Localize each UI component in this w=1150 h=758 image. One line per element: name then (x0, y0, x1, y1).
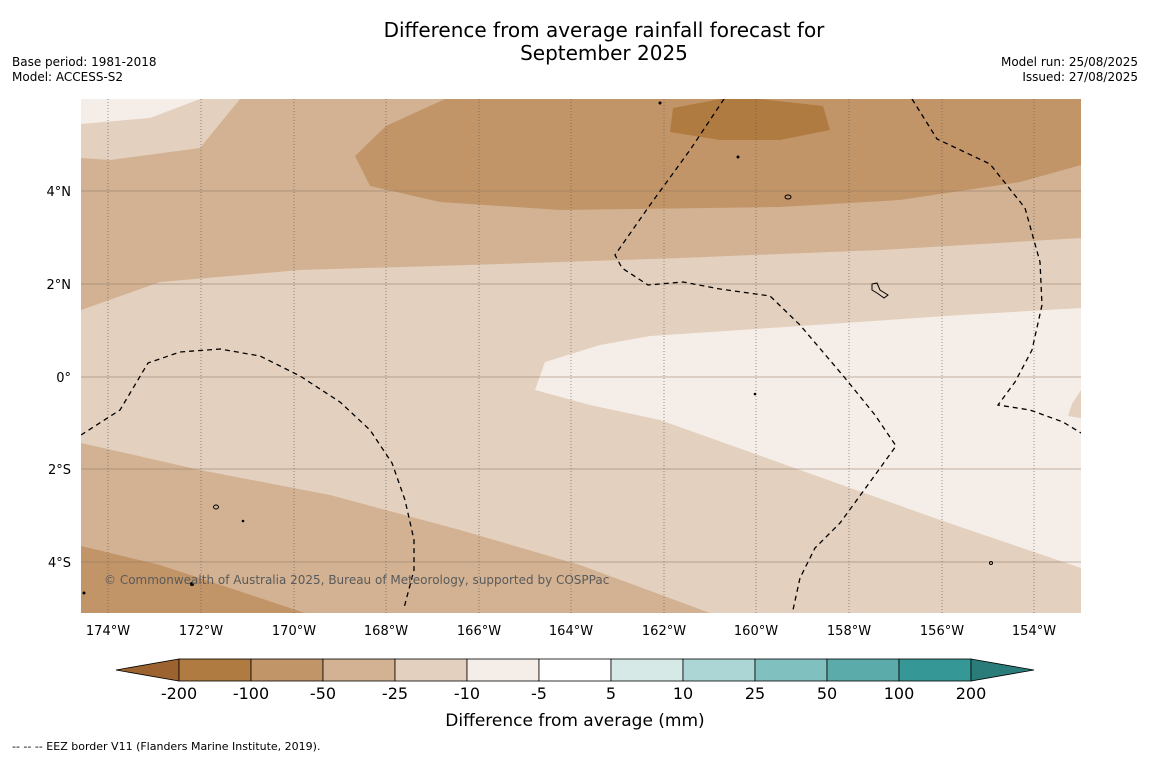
lon-label: 166°W (457, 624, 501, 639)
zone-m10-25-east-notch (1068, 390, 1081, 418)
zone-m100-200-north (670, 99, 830, 140)
colorbar-cell (178, 658, 252, 682)
colorbar-tick-label: 50 (817, 684, 837, 703)
lat-label: 2°S (48, 463, 71, 478)
colorbar-tick-label: 200 (956, 684, 987, 703)
island (213, 504, 219, 510)
colorbar-tick-label: 5 (606, 684, 616, 703)
island (989, 561, 993, 565)
lat-label: 4°N (47, 185, 72, 200)
colorbar-cell (538, 658, 612, 682)
lon-label: 164°W (549, 624, 593, 639)
lon-label: 160°W (734, 624, 778, 639)
colorbar-cell (682, 658, 756, 682)
eez-border-west (81, 348, 415, 609)
colorbar-cell (322, 658, 396, 682)
colorbar-cell (394, 658, 468, 682)
island (241, 519, 245, 523)
colorbar-extend-high (970, 658, 1035, 682)
eez-footnote: -- -- -- EEZ border V11 (Flanders Marine… (12, 740, 321, 753)
colorbar: -200 -100 -50 -25 -10 -5 5 10 25 50 100 … (115, 658, 1035, 731)
colorbar-label: Difference from average (mm) (445, 711, 704, 731)
zone-m50-100-north (355, 99, 1081, 210)
colorbar-ticks: -200 -100 -50 -25 -10 -5 5 10 25 50 100 … (161, 684, 986, 703)
lon-label: 154°W (1012, 624, 1056, 639)
rainfall-map: © Commonwealth of Australia 2025, Bureau… (81, 99, 1081, 613)
zone-m25-50-south (81, 443, 710, 613)
zone-m5-10-northwest (81, 99, 200, 124)
latitude-labels: 4°N 2°N 0° 2°S 4°S (47, 185, 72, 571)
lat-label: 2°N (47, 278, 72, 293)
colorbar-tick-label: -200 (161, 684, 197, 703)
island (753, 392, 757, 396)
map-title: Difference from average rainfall forecas… (383, 18, 825, 65)
island (190, 582, 194, 586)
colorbar-cell (250, 658, 324, 682)
colorbar-tick-label: -100 (233, 684, 269, 703)
copyright-text: © Commonwealth of Australia 2025, Bureau… (104, 573, 609, 587)
colorbar-tick-label: 25 (745, 684, 765, 703)
colorbar-cell (466, 658, 540, 682)
graticule (81, 99, 1081, 613)
colorbar-cell (754, 658, 828, 682)
eez-border-central (614, 99, 897, 611)
zone-m5-10-southeast (535, 308, 1081, 568)
island (736, 155, 740, 159)
lat-label: 0° (56, 371, 71, 386)
lat-label: 4°S (48, 556, 71, 571)
island (82, 591, 86, 595)
eez-borders (81, 99, 1081, 611)
colorbar-tick-label: -25 (382, 684, 408, 703)
colorbar-cell (826, 658, 900, 682)
lon-label: 168°W (364, 624, 408, 639)
lon-label: 156°W (920, 624, 964, 639)
model-run-issued-info: Model run: 25/08/2025 Issued: 27/08/2025 (1000, 55, 1138, 84)
colorbar-extend-low (115, 658, 180, 682)
base-period-model-info: Base period: 1981-2018 Model: ACCESS-S2 (12, 55, 157, 84)
colorbar-tick-label: 100 (884, 684, 915, 703)
longitude-labels: 174°W 172°W 170°W 168°W 166°W 164°W 162°… (86, 624, 1056, 639)
zone-m50-100-southwest (81, 546, 305, 613)
islands (82, 101, 993, 595)
colorbar-tick-label: -10 (454, 684, 480, 703)
colorbar-tick-label: -5 (531, 684, 547, 703)
lon-label: 170°W (272, 624, 316, 639)
island (658, 101, 662, 105)
lon-label: 162°W (642, 624, 686, 639)
island (784, 194, 792, 200)
lon-label: 174°W (86, 624, 130, 639)
colorbar-cell (898, 658, 972, 682)
colorbar-tick-label: 10 (673, 684, 693, 703)
lon-label: 172°W (179, 624, 223, 639)
colorbar-cell (610, 658, 684, 682)
colorbar-tick-label: -50 (310, 684, 336, 703)
lon-label: 158°W (827, 624, 871, 639)
island-group (871, 282, 889, 299)
